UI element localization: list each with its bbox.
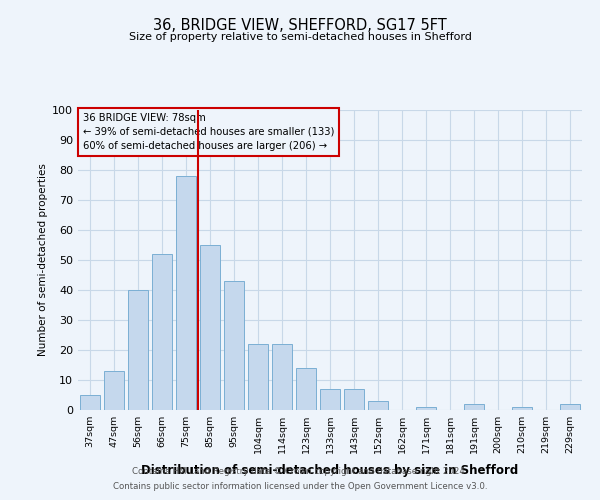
Bar — [176, 176, 196, 410]
Bar — [296, 368, 316, 410]
Bar — [464, 404, 484, 410]
Bar — [416, 407, 436, 410]
Text: Contains HM Land Registry data © Crown copyright and database right 2024.: Contains HM Land Registry data © Crown c… — [132, 467, 468, 476]
Bar — [272, 344, 292, 410]
Bar — [512, 407, 532, 410]
Bar — [560, 404, 580, 410]
Bar — [152, 254, 172, 410]
Bar — [368, 401, 388, 410]
Bar — [80, 395, 100, 410]
Text: Contains public sector information licensed under the Open Government Licence v3: Contains public sector information licen… — [113, 482, 487, 491]
Bar — [104, 371, 124, 410]
Y-axis label: Number of semi-detached properties: Number of semi-detached properties — [38, 164, 48, 356]
Text: 36, BRIDGE VIEW, SHEFFORD, SG17 5FT: 36, BRIDGE VIEW, SHEFFORD, SG17 5FT — [153, 18, 447, 32]
Bar — [224, 281, 244, 410]
Text: 36 BRIDGE VIEW: 78sqm
← 39% of semi-detached houses are smaller (133)
60% of sem: 36 BRIDGE VIEW: 78sqm ← 39% of semi-deta… — [83, 113, 334, 151]
Bar — [200, 245, 220, 410]
Bar — [320, 389, 340, 410]
Bar — [128, 290, 148, 410]
Text: Size of property relative to semi-detached houses in Shefford: Size of property relative to semi-detach… — [128, 32, 472, 42]
X-axis label: Distribution of semi-detached houses by size in Shefford: Distribution of semi-detached houses by … — [142, 464, 518, 477]
Bar — [248, 344, 268, 410]
Bar — [344, 389, 364, 410]
